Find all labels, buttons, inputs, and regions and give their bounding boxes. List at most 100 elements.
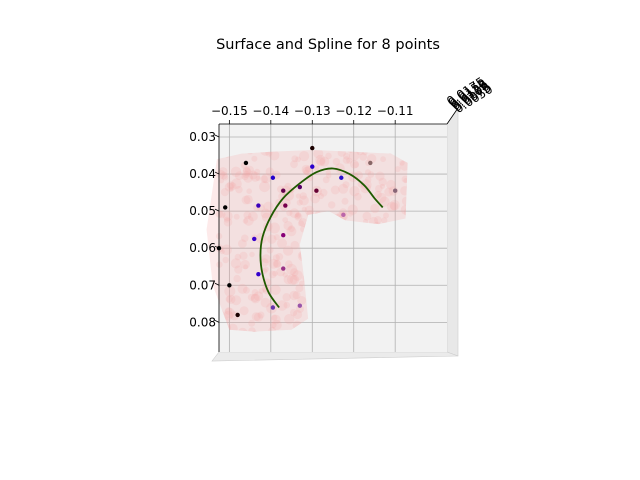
surface-dot: [221, 174, 229, 181]
surface-dot: [220, 188, 229, 197]
x-axis-ticks: −0.15 −0.14 −0.13 −0.12 −0.11: [211, 104, 414, 124]
surface-dot: [248, 319, 256, 327]
surface-dot: [365, 169, 371, 176]
surface-dot: [290, 240, 300, 250]
surface-dot: [253, 291, 264, 302]
chart-title: Surface and Spline for 8 points: [216, 37, 440, 53]
surface-dot: [219, 249, 225, 255]
surface-dot: [246, 188, 252, 194]
data-point-5: [235, 312, 240, 318]
surface-dot: [240, 259, 250, 270]
x-tick-label-1: −0.14: [252, 104, 289, 118]
surface-dot: [290, 309, 298, 317]
surface-dot: [224, 307, 233, 315]
surface-dot: [354, 171, 363, 180]
surface-dot: [261, 173, 272, 184]
surface-dot: [235, 185, 243, 194]
data-point-0: [243, 160, 249, 166]
surface-dot: [294, 212, 303, 221]
surface-dot: [218, 177, 225, 184]
surface-dot: [241, 195, 251, 205]
surface-dot: [234, 265, 243, 274]
surface-dot: [352, 161, 360, 168]
surface-dot: [261, 254, 271, 264]
surface-dot: [296, 304, 304, 313]
surface-dot: [360, 179, 372, 191]
surface-dot: [346, 157, 353, 164]
surface-dot: [288, 225, 295, 233]
surface-dot: [251, 312, 261, 322]
surface-dot: [270, 284, 281, 295]
surface-dot: [234, 171, 244, 181]
surface-dot: [260, 297, 271, 308]
surface-dot: [269, 150, 280, 161]
surface-dot: [258, 288, 265, 294]
surface-dot: [325, 169, 331, 176]
surface-dot: [374, 190, 382, 199]
surface-dot: [286, 226, 297, 237]
surface-dot: [399, 160, 408, 171]
surface-dot: [251, 289, 259, 296]
y-tick-label-1: 0.04: [189, 167, 216, 181]
data-point-11: [256, 271, 261, 277]
surface-dot: [242, 166, 251, 175]
surface-dot: [319, 156, 330, 167]
data-point-16: [314, 188, 319, 193]
surface-dot: [347, 210, 354, 217]
surface-dot: [266, 246, 274, 254]
surface-dot: [297, 220, 305, 227]
y-tick-mark-5: [214, 319, 220, 323]
y-tick-mark-1: [214, 171, 220, 175]
surface-dot: [362, 211, 372, 221]
surface-dot: [251, 155, 258, 162]
surface-dot: [231, 295, 242, 306]
spline-curve: [259, 167, 384, 309]
surface-dot: [292, 270, 303, 281]
surface-dot: [259, 181, 270, 193]
data-point-10: [252, 236, 257, 242]
surface-dot: [315, 154, 326, 166]
surface-dot: [310, 193, 320, 204]
surface-dot: [282, 217, 289, 223]
data-point-20: [341, 212, 346, 218]
surface-dot: [268, 258, 279, 269]
surface-dot: [272, 270, 278, 277]
data-point-18: [281, 266, 286, 271]
data-point-21: [368, 160, 373, 166]
surface-dot: [226, 294, 236, 304]
surface-dot: [237, 283, 248, 294]
surface-dot: [313, 165, 320, 171]
surface-dot: [378, 177, 387, 186]
surface-dot: [223, 217, 233, 227]
x-tick-label-0: −0.15: [211, 104, 248, 118]
surface-dot: [381, 217, 388, 224]
data-point-6: [270, 175, 276, 180]
surface-dot: [338, 183, 349, 194]
surface-dot: [228, 186, 234, 192]
surface-band: [206, 149, 408, 332]
surface-dot: [304, 205, 315, 216]
surface-dot: [230, 166, 242, 177]
surface-dot: [268, 270, 277, 279]
surface-dot: [299, 280, 305, 287]
surface-dot: [301, 164, 311, 174]
surface-dot: [283, 274, 294, 285]
surface-dot: [222, 256, 229, 264]
y-tick-label-4: 0.07: [189, 278, 216, 292]
surface-dot: [359, 153, 368, 161]
data-point-1: [310, 145, 315, 151]
surface-dot: [292, 291, 301, 300]
surface-dot: [328, 201, 336, 209]
surface-dot: [249, 251, 255, 258]
surface-dot: [290, 268, 299, 277]
data-points: [216, 145, 398, 318]
surface-dot: [224, 285, 236, 297]
surface-dot: [289, 290, 299, 301]
surface-dot: [299, 151, 310, 162]
y-axis-ticks: 0.03 0.04 0.05 0.06 0.07 0.08: [189, 130, 220, 329]
data-point-7: [310, 164, 315, 169]
surface-dot: [267, 234, 277, 244]
surface-dot: [263, 201, 274, 212]
surface-dot: [380, 156, 386, 163]
surface-dot: [332, 158, 341, 166]
